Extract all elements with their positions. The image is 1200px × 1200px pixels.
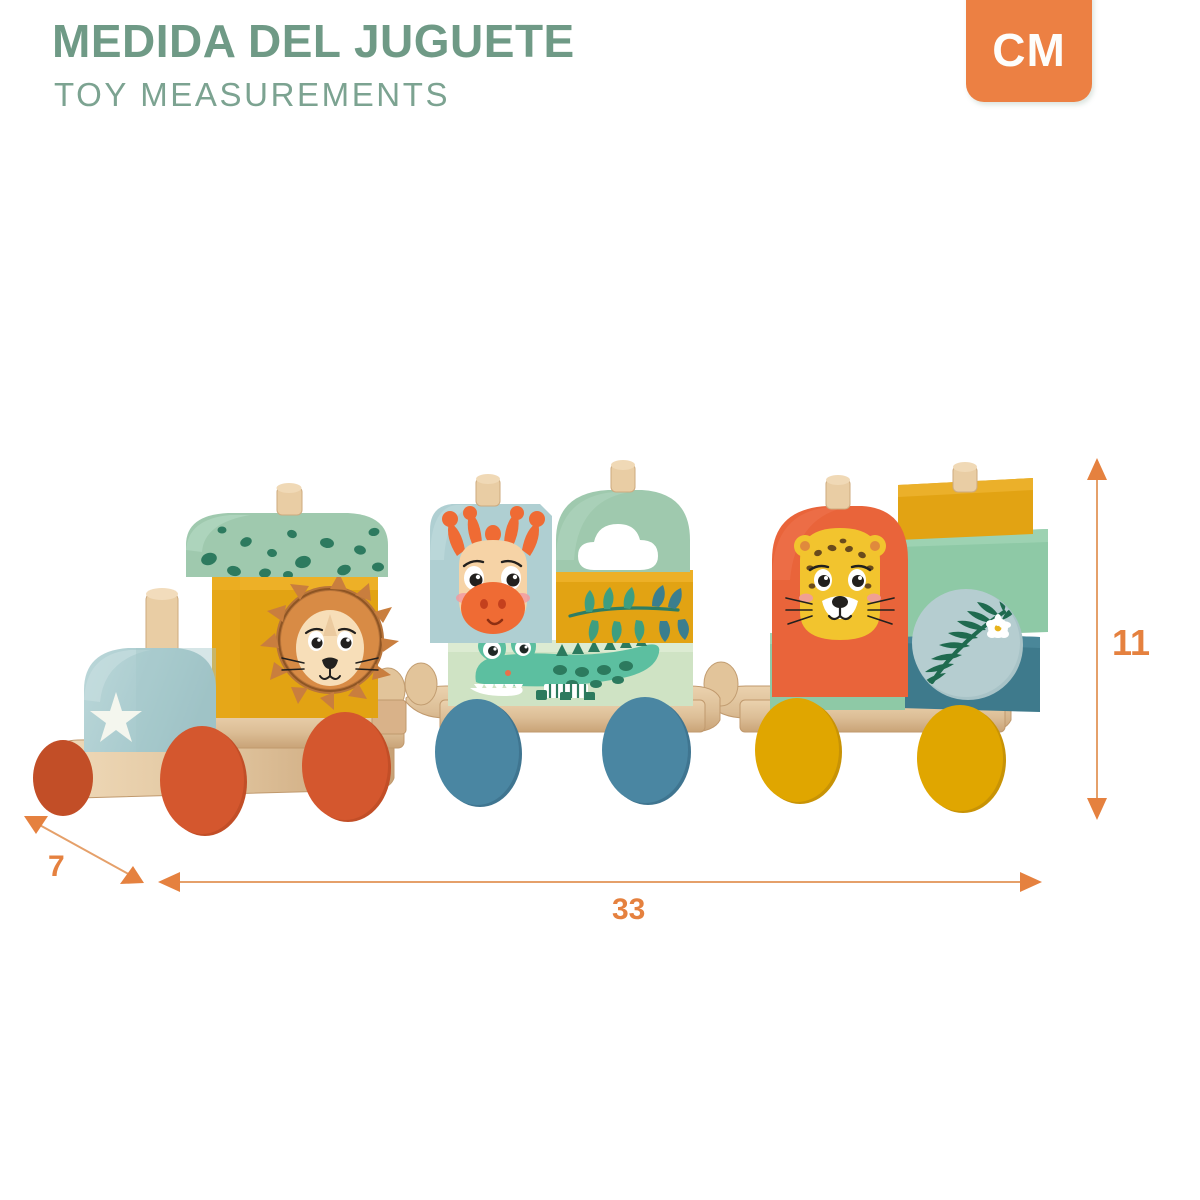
locomotive-cab-highlight [84,650,150,702]
locomotive-roof-peg [276,483,303,516]
middle-car [404,460,721,807]
star-icon [90,692,142,742]
giraffe-face-icon [442,506,545,634]
middle-car-leaf-block-highlight [556,570,693,582]
lion-face-icon [260,573,399,710]
rear-car-top-peg [952,462,978,493]
rear-car [703,462,1048,813]
dimension-height-label: 11 [1112,622,1151,663]
rear-car-wheels [755,698,1006,813]
dimension-lines [24,458,1107,892]
rear-car-arch-highlight [772,507,848,580]
dimension-depth-label: 7 [48,850,65,883]
rear-car-arch-peg [825,475,851,510]
page-subtitle: TOY MEASUREMENTS [54,76,451,113]
middle-car-wheels [435,697,691,807]
crocodile-icon [470,640,660,700]
locomotive-wheels [33,712,391,836]
locomotive-lion-block-side [212,577,240,718]
unit-badge: CM [966,0,1092,102]
fern-leaf-icon [920,591,1019,685]
roof-dots-icon [201,526,384,577]
middle-car-arch-peg [610,460,636,493]
locomotive-cab-side [136,648,216,752]
page-title: MEDIDA DEL JUGUETE [52,15,575,67]
header: MEDIDA DEL JUGUETE TOY MEASUREMENTS CM [0,0,1200,140]
middle-car-giraffe-highlight [430,505,474,560]
locomotive-roof-highlight [186,515,250,552]
middle-car-coupler-peg [404,662,438,706]
dimension-width-label: 33 [612,893,646,926]
middle-car-giraffe-peg [475,474,501,507]
fern-flower-icon [986,614,1011,638]
dimension-depth [24,816,144,884]
leopard-face-icon [785,528,895,640]
locomotive [33,483,407,836]
dimension-width [158,872,1042,892]
cloud-cutout-icon [578,524,658,570]
leaf-branch-icon [568,585,689,643]
locomotive-roof [186,513,388,577]
middle-car-arch-highlight [556,492,630,560]
dimension-height [1087,458,1107,820]
rear-car-fern-circle [912,589,1023,700]
unit-badge-label: CM [992,24,1066,76]
